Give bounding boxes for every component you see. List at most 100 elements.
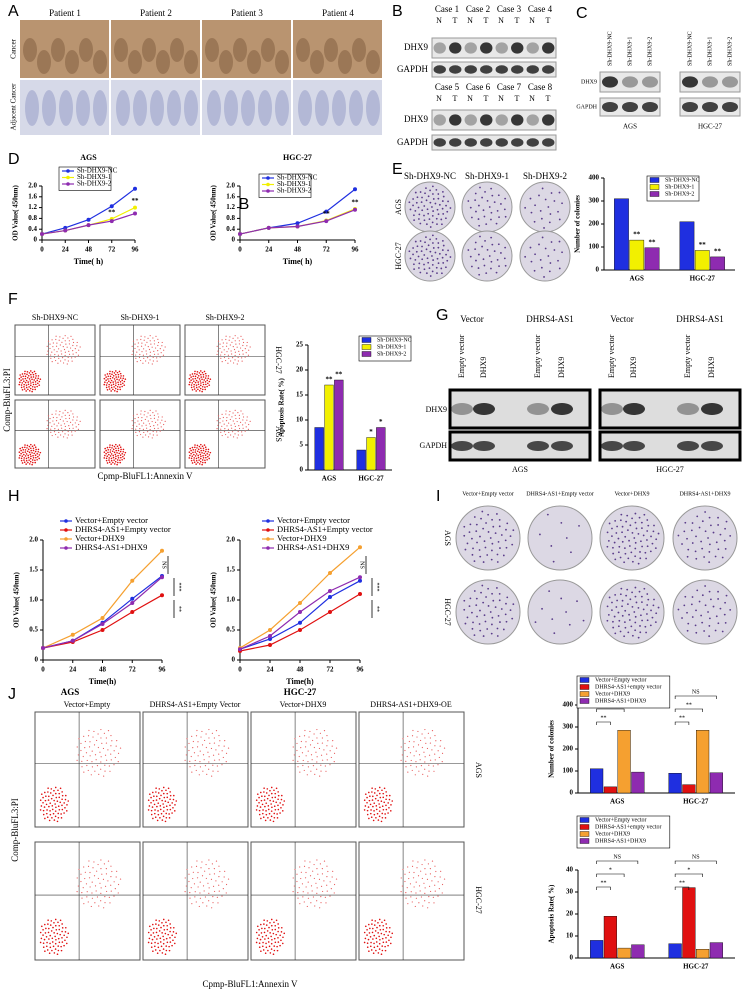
y-tick-label: 0 bbox=[300, 466, 304, 474]
event bbox=[37, 450, 40, 453]
event bbox=[149, 354, 151, 357]
colony bbox=[486, 199, 489, 202]
colony bbox=[429, 250, 432, 253]
event bbox=[271, 938, 273, 941]
event bbox=[56, 342, 58, 344]
patient-label: Patient 1 bbox=[49, 8, 81, 18]
y-tick-label: 0 bbox=[34, 236, 38, 244]
patient-label: Patient 3 bbox=[231, 8, 263, 18]
event bbox=[376, 945, 379, 948]
colony bbox=[436, 223, 438, 226]
event bbox=[316, 737, 318, 739]
colony bbox=[423, 205, 426, 207]
event bbox=[316, 859, 318, 861]
event bbox=[92, 736, 94, 738]
event bbox=[223, 423, 225, 425]
event bbox=[380, 953, 383, 956]
colony bbox=[621, 599, 624, 602]
event bbox=[144, 418, 146, 421]
event bbox=[160, 352, 162, 354]
event bbox=[246, 419, 248, 421]
colony bbox=[408, 201, 411, 204]
event bbox=[184, 759, 186, 761]
event bbox=[161, 921, 163, 924]
event bbox=[297, 766, 299, 768]
colony bbox=[606, 531, 609, 534]
event bbox=[218, 884, 220, 886]
legend-label: DHRS4-AS1+Empty vector bbox=[277, 524, 373, 534]
colony bbox=[630, 625, 633, 628]
colony bbox=[641, 545, 643, 548]
event bbox=[109, 449, 112, 451]
legend-label: DHRS4-AS1+DHX9 bbox=[75, 542, 147, 552]
case-label: Case 5 bbox=[435, 82, 460, 92]
event bbox=[374, 788, 377, 790]
event bbox=[385, 936, 387, 939]
colony bbox=[524, 255, 527, 258]
colony bbox=[467, 249, 470, 251]
event bbox=[237, 430, 239, 433]
event bbox=[163, 796, 166, 799]
event bbox=[166, 941, 169, 944]
x-tick-label: 96 bbox=[132, 246, 140, 254]
colony bbox=[640, 521, 643, 524]
y-tick-label: 400 bbox=[563, 701, 574, 709]
event bbox=[222, 342, 224, 344]
colony bbox=[649, 550, 652, 553]
event bbox=[58, 431, 60, 434]
y-tick-label: 100 bbox=[563, 767, 574, 775]
event bbox=[153, 803, 156, 806]
event bbox=[116, 459, 119, 461]
event bbox=[131, 353, 133, 356]
event bbox=[199, 892, 201, 894]
event bbox=[373, 802, 376, 804]
label: ** bbox=[633, 231, 641, 239]
event bbox=[307, 750, 309, 752]
colony bbox=[624, 535, 627, 538]
event bbox=[52, 420, 54, 422]
colony bbox=[538, 243, 540, 246]
event bbox=[100, 768, 102, 770]
colony bbox=[637, 533, 640, 535]
y-tick-label: 20 bbox=[566, 910, 574, 918]
legend-label: Sh-DHX9-NC bbox=[665, 177, 700, 183]
event bbox=[117, 388, 119, 391]
event bbox=[119, 450, 122, 453]
band bbox=[464, 65, 477, 74]
event bbox=[423, 751, 425, 753]
event bbox=[105, 452, 107, 455]
event bbox=[385, 794, 388, 797]
colony bbox=[717, 516, 719, 519]
event bbox=[111, 740, 113, 742]
event bbox=[320, 902, 322, 904]
colony bbox=[478, 273, 481, 276]
event bbox=[43, 923, 46, 926]
colony bbox=[550, 545, 553, 547]
colony bbox=[548, 590, 551, 592]
event bbox=[158, 920, 161, 922]
event bbox=[143, 422, 145, 424]
event bbox=[380, 820, 383, 823]
colony bbox=[623, 547, 626, 550]
event bbox=[188, 880, 190, 883]
colony bbox=[473, 590, 476, 592]
colony bbox=[490, 558, 493, 561]
event bbox=[154, 949, 157, 951]
event bbox=[24, 451, 27, 453]
event bbox=[294, 738, 296, 740]
colony bbox=[703, 556, 706, 558]
event bbox=[379, 806, 381, 809]
colony bbox=[500, 608, 503, 610]
event bbox=[205, 733, 207, 735]
event bbox=[93, 861, 95, 863]
plate bbox=[599, 579, 665, 645]
colony bbox=[654, 621, 657, 624]
event bbox=[47, 799, 50, 801]
event bbox=[434, 759, 436, 761]
significance: NS bbox=[692, 854, 700, 860]
legend-label: DHRS4-AS1+empty vector bbox=[595, 684, 662, 690]
event bbox=[300, 871, 302, 873]
event bbox=[97, 746, 99, 749]
colony bbox=[634, 521, 637, 524]
event bbox=[32, 381, 34, 384]
